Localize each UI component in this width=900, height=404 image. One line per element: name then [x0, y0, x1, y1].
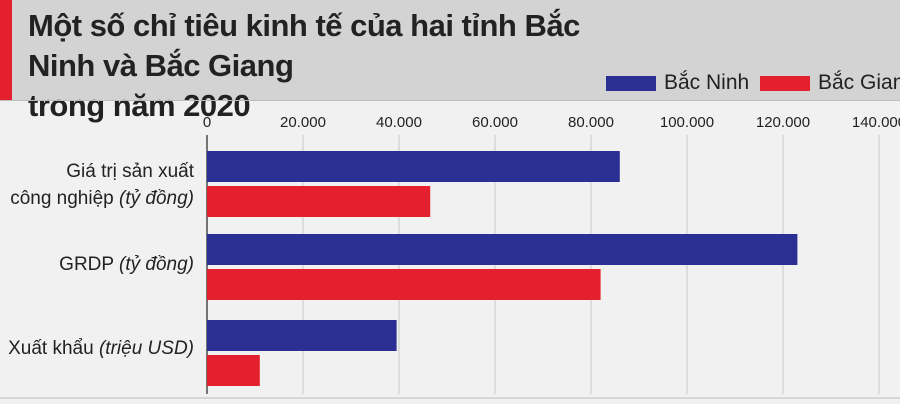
chart-title-line-1: Một số chỉ tiêu kinh tế của hai tỉnh Bắc… — [28, 8, 580, 83]
category-label-export: Xuất khẩu (triệu USD) — [8, 335, 194, 362]
legend-swatch-bac-giang — [760, 75, 810, 91]
x-tick-label: 80.000 — [568, 114, 614, 131]
x-tick-label: 0 — [203, 114, 211, 131]
legend-label-bac-ninh: Bắc Ninh — [664, 71, 750, 94]
category-label-industrial-output: Giá trị sản xuất công nghiệp (tỷ đồng) — [10, 158, 194, 212]
category-label-grdp: GRDP (tỷ đồng) — [59, 251, 194, 278]
chart-title-line-2: trong năm 2020 — [28, 88, 251, 123]
legend-item-bac-ninh: Bắc Ninh — [606, 70, 749, 96]
category-label-industrial-output-sub: công nghiệp — [10, 188, 114, 209]
header-divider — [0, 100, 900, 101]
bar-bac-ninh — [207, 234, 798, 265]
category-label-industrial-output-line-2: công nghiệp (tỷ đồng) — [10, 185, 194, 212]
x-tick-label: 140.000 — [852, 114, 900, 131]
x-tick-label: 60.000 — [472, 114, 518, 131]
legend-item-bac-giang: Bắc Giang — [760, 70, 900, 96]
accent-bar — [0, 0, 12, 100]
x-tick-label: 20.000 — [280, 114, 326, 131]
category-label-industrial-output-line-1: Giá trị sản xuất — [66, 161, 194, 182]
legend-swatch-bac-ninh — [606, 75, 656, 91]
x-tick-label: 100.000 — [660, 114, 714, 131]
category-label-grdp-unit: (tỷ đồng) — [119, 254, 194, 275]
bar-bac-giang — [207, 355, 260, 386]
category-label-grdp-main: GRDP — [59, 254, 114, 275]
bar-bac-giang — [207, 269, 601, 300]
chart-title: Một số chỉ tiêu kinh tế của hai tỉnh Bắc… — [28, 6, 628, 126]
legend-label-bac-giang: Bắc Giang — [818, 71, 900, 94]
x-tick-label: 40.000 — [376, 114, 422, 131]
bar-bac-giang — [207, 186, 431, 217]
category-label-export-unit: (triệu USD) — [98, 338, 194, 359]
bar-bac-ninh — [207, 320, 397, 351]
chart-header: Một số chỉ tiêu kinh tế của hai tỉnh Bắc… — [0, 0, 900, 123]
bar-bac-ninh — [207, 151, 620, 182]
category-label-industrial-output-unit: (tỷ đồng) — [119, 188, 194, 209]
category-label-export-main: Xuất khẩu — [8, 338, 94, 359]
x-tick-label: 120.000 — [756, 114, 810, 131]
